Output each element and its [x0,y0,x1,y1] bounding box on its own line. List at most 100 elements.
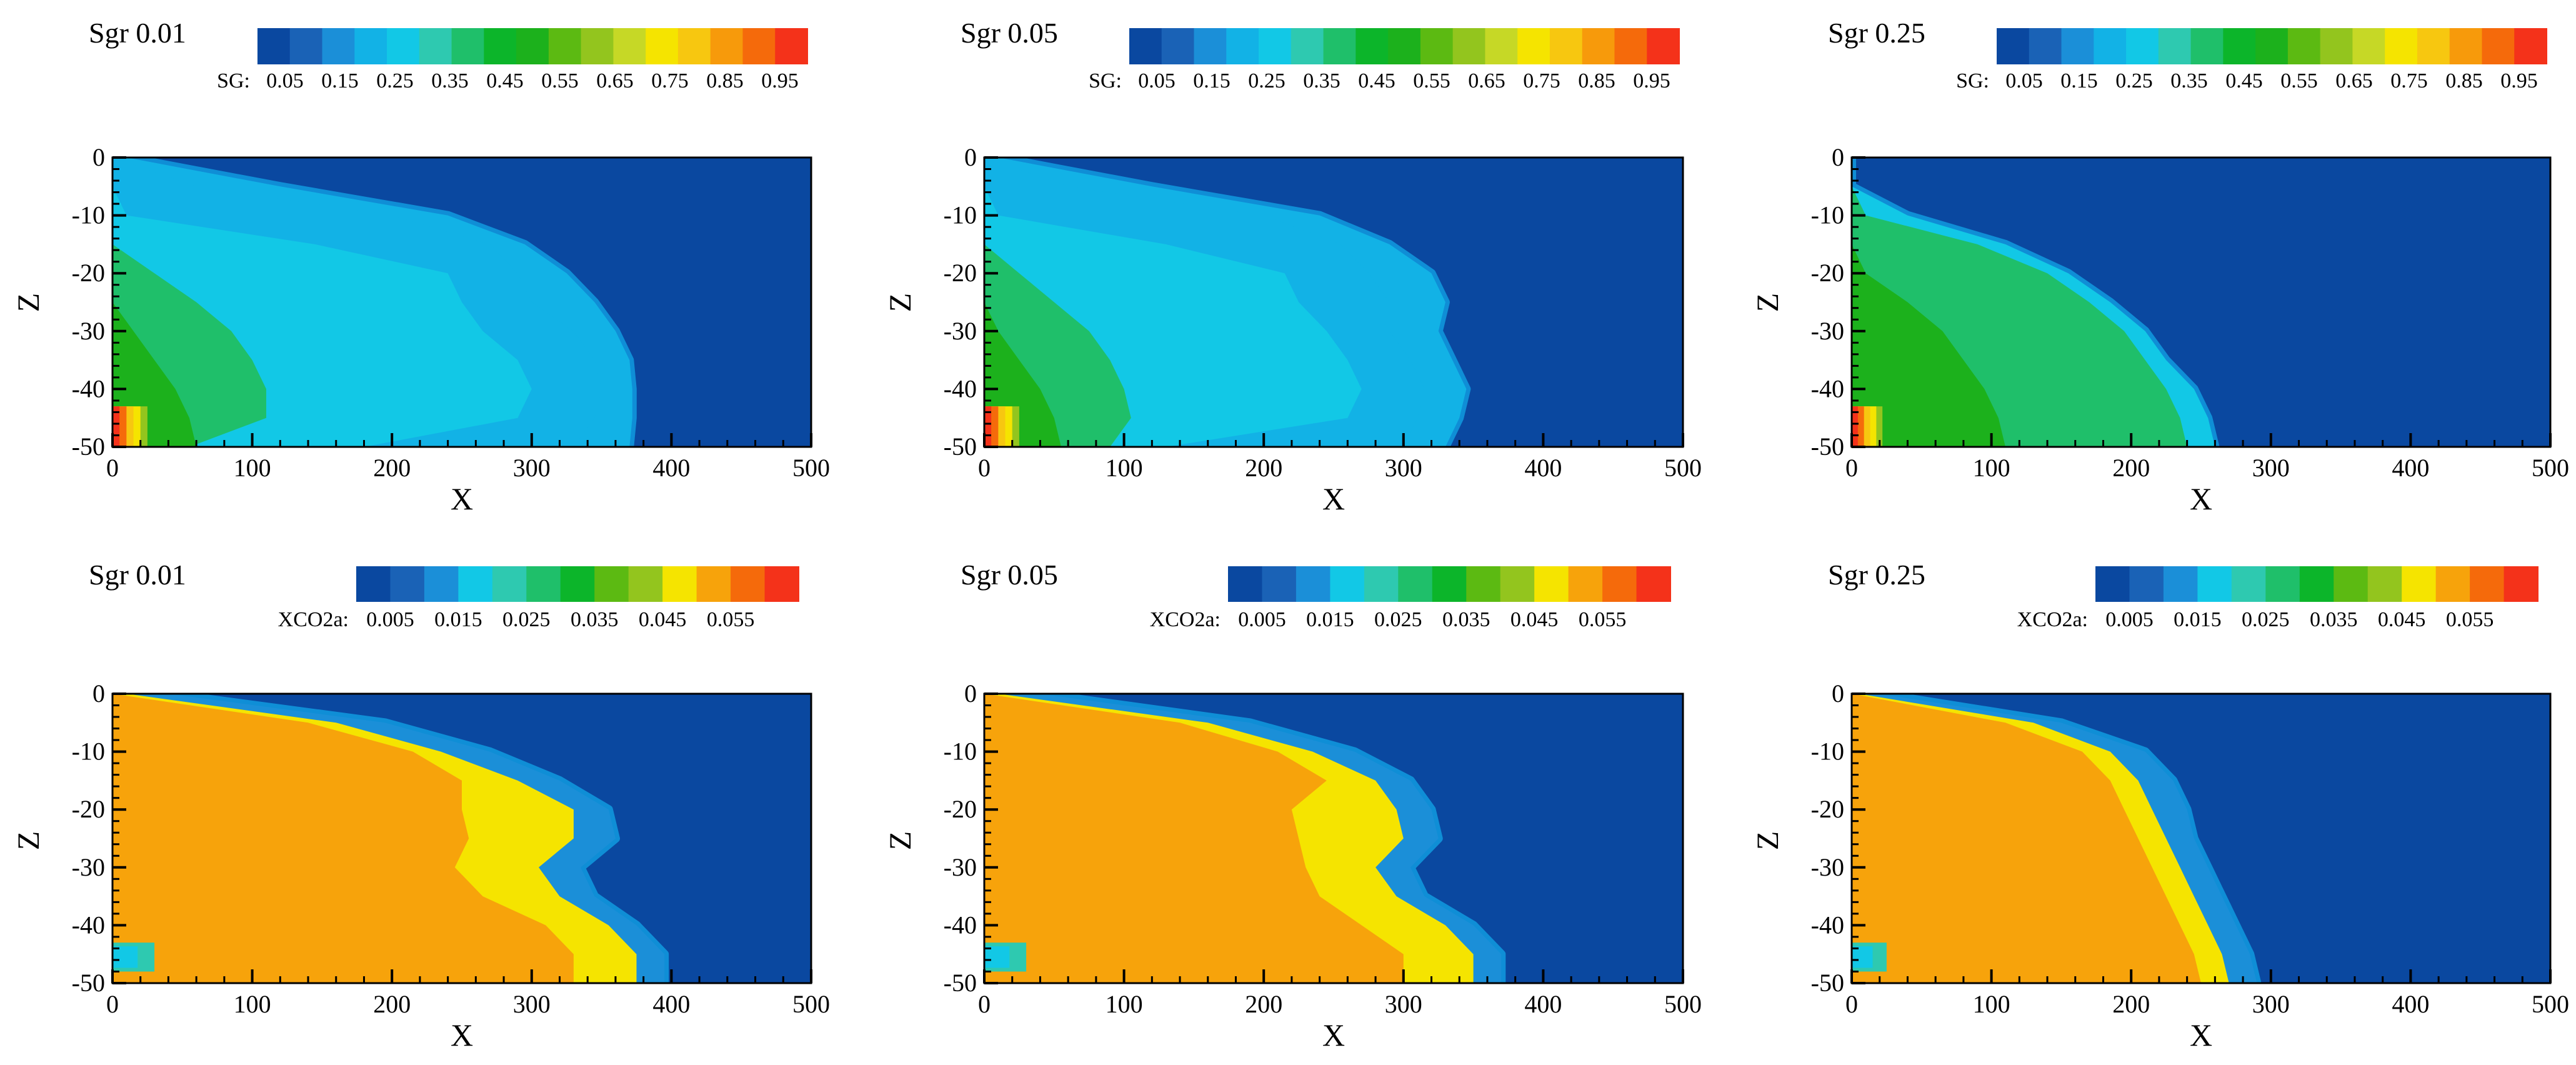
colorbar-tick-label: 0.55 [1413,69,1450,92]
colorbar-swatch [2158,28,2192,64]
x-tick-label: 0 [106,990,119,1018]
colorbar-swatch [548,28,582,64]
colorbar-swatch [2402,566,2437,602]
contour-field [1852,694,2550,983]
colorbar-tick-label: 0.45 [2225,69,2263,92]
colorbar-swatch [424,566,459,602]
y-tick-label: 0 [1832,143,1844,171]
x-tick-label: 0 [106,454,119,482]
plot-frame [983,156,1684,448]
colorbar-swatch [2385,28,2418,64]
colorbar-swatch [2470,566,2505,602]
colorbar-tick-label: 0.055 [1579,608,1627,631]
colorbar-swatch [2231,566,2267,602]
colorbar-tick-label: 0.15 [2060,69,2098,92]
colorbar-swatch [2197,566,2232,602]
panel-1: Sgr 0.01 SG: 0.05 0.15 0.25 0.35 0.45 0.55 0.65 0… [11,17,830,516]
colorbar-tick-label: 0.35 [2170,69,2208,92]
x-tick-label: 300 [2252,454,2290,482]
colorbar-tick-label: 0.75 [1523,69,1560,92]
colorbar: XCO2a: 0.005 0.015 0.025 0.035 0.045 0.055 [2017,566,2539,631]
colorbar: XCO2a: 0.005 0.015 0.025 0.035 0.045 0.055 [1150,566,1671,631]
panel-title: Sgr 0.25 [1828,17,1925,49]
y-tick-label: -40 [1811,911,1844,939]
y-tick-label: -30 [944,317,977,345]
colorbar-tick-label: 0.25 [2115,69,2153,92]
contour-band [984,158,1061,447]
colorbar-swatch [526,566,561,602]
colorbar-swatch [2129,566,2164,602]
colorbar-swatch [1500,566,1535,602]
x-tick-label: 200 [373,990,411,1018]
y-tick-label: -50 [72,432,105,461]
panel-5: Sgr 0.05 XCO2a: 0.005 0.015 0.025 0.035 0.045 0… [882,559,1702,1052]
y-tick-label: -20 [1811,259,1844,287]
contour-plot: 0 100 200 300 400 500 0 -10 -20 -30 -40 -50 X Z [11,143,830,516]
x-axis-label: X [2190,1018,2212,1052]
x-tick-label: 400 [652,454,690,482]
colorbar-tick-label: 0.45 [486,69,524,92]
colorbar-swatch [289,28,323,64]
y-tick-label: -40 [72,374,105,402]
colorbar-swatch [492,566,527,602]
colorbar-variable-label: SG: [1089,69,1122,92]
colorbar-swatch [594,566,629,602]
y-tick-label: -40 [1811,374,1844,402]
colorbar-swatch [2482,28,2515,64]
contour-band [1852,158,2005,447]
colorbar-swatch [2095,566,2130,602]
colorbar-swatch [516,28,549,64]
x-axis-label: X [1322,1018,1345,1052]
y-tick-label: -50 [1811,432,1844,461]
colorbar-swatch [628,566,664,602]
colorbar-swatch [1161,28,1195,64]
x-tick-label: 100 [234,454,271,482]
colorbar-tick-label: 0.005 [366,608,414,631]
colorbar-swatch [1636,566,1671,602]
colorbar-swatch [322,28,356,64]
plot-frame [983,692,1684,984]
panel-title: Sgr 0.05 [961,559,1058,591]
colorbar-swatch [1534,566,1569,602]
x-tick-label: 100 [1973,990,2010,1018]
colorbar-swatch [2190,28,2224,64]
colorbar: SG: 0.05 0.15 0.25 0.35 0.45 0.55 0.65 0.75 0.85 0… [217,28,808,92]
colorbar-tick-label: 0.005 [2105,608,2154,631]
colorbar-tick-label: 0.025 [2242,608,2290,631]
colorbar-tick-label: 0.035 [1442,608,1490,631]
contour-plot: 0 100 200 300 400 500 0 -10 -20 -30 -40 -50 X Z [882,679,1702,1052]
colorbar-tick-label: 0.025 [502,608,551,631]
colorbar-swatch [1432,566,1467,602]
colorbar-swatch [613,28,647,64]
x-tick-label: 300 [513,990,551,1018]
contour-field [112,694,811,983]
y-tick-label: -20 [72,795,105,823]
injection-hotspot [112,406,120,447]
colorbar-swatch [1323,28,1357,64]
y-tick-label: -50 [944,969,977,997]
colorbar-swatch [1228,566,1263,602]
colorbar-swatch [257,28,291,64]
y-tick-label: -10 [72,201,105,229]
colorbar-swatch [2299,566,2335,602]
y-axis-label: Z [1750,293,1785,312]
y-tick-label: -50 [72,969,105,997]
x-tick-label: 200 [2112,990,2150,1018]
colorbar-tick-label: 0.95 [2500,69,2538,92]
colorbar-swatch [1582,28,1615,64]
y-tick-label: -30 [72,317,105,345]
y-tick-label: -10 [944,738,977,766]
colorbar-swatch [2265,566,2300,602]
contour-band [112,694,574,983]
colorbar-tick-label: 0.045 [639,608,687,631]
colorbar-tick-label: 0.055 [2446,608,2494,631]
panel-title: Sgr 0.25 [1828,559,1925,591]
colorbar-swatch [2223,28,2257,64]
colorbar-swatch [677,28,711,64]
colorbar-swatch [1568,566,1604,602]
colorbar-tick-label: 0.015 [1306,608,1354,631]
colorbar-swatch [764,566,799,602]
x-tick-label: 500 [1664,990,1702,1018]
colorbar-tick-label: 0.035 [2310,608,2358,631]
